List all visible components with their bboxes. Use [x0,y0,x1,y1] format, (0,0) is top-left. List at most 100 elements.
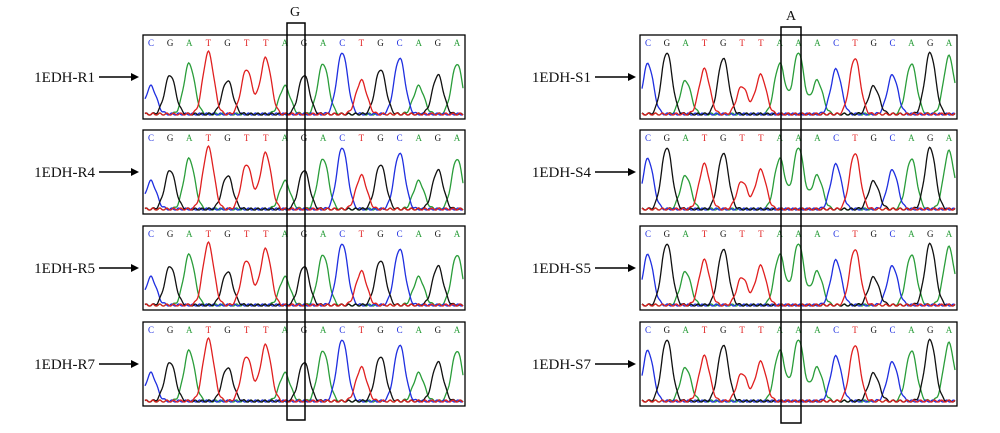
arrow-head-icon [131,168,139,176]
base-call: C [339,133,345,143]
base-call: A [320,325,327,335]
base-call: G [224,325,231,335]
base-call: C [833,38,839,48]
base-call: T [263,133,269,143]
base-call: T [702,229,708,239]
base-call: A [814,229,821,239]
base-call: T [758,229,764,239]
sample-label: 1EDH-S4 [532,165,592,181]
base-call: T [758,38,764,48]
base-call: G [224,133,231,143]
trace-c [641,157,956,211]
base-call: C [890,133,896,143]
chromatogram-frame [142,34,466,120]
group-sensitive: A 1EDH-S1 C G A T G T T A A A C T G C A G A 1EDH-S4 C G A T G T T… [532,9,958,424]
base-call: A [682,133,689,143]
base-call: C [339,325,345,335]
base-call: T [244,325,250,335]
base-call: T [758,325,764,335]
base-call: G [871,229,878,239]
base-call: A [946,38,953,48]
base-call: C [148,325,154,335]
base-call: A [776,133,783,143]
base-call: G [435,133,442,143]
trace-panel: 1EDH-S7 C G A T G T T A A A C T G C A G A [532,321,958,407]
trace-panel: 1EDH-S4 C G A T G T T A A A C T G C A G A [532,129,958,215]
chromatogram-frame [639,34,958,120]
base-call: C [397,133,403,143]
chromatogram-frame [142,321,466,407]
base-call: A [682,229,689,239]
base-call: T [359,38,365,48]
base-call: C [397,325,403,335]
arrow-head-icon [628,264,636,272]
trace-panel: 1EDH-R7C G A T G T T A G A C T G C A G A [34,321,466,407]
trace-t [641,153,956,211]
base-call: G [664,325,671,335]
base-call: C [339,229,345,239]
base-call: C [339,38,345,48]
base-call: G [167,133,174,143]
base-call: G [167,38,174,48]
base-call: A [908,133,915,143]
base-call: A [454,229,461,239]
sample-label: 1EDH-R7 [34,357,95,373]
base-call: C [890,325,896,335]
base-call: G [377,38,384,48]
trace-panel: 1EDH-R5C G A T G T T A G A C T G C A G A [34,225,466,311]
chromatogram-frame [142,129,466,215]
base-call: T [852,229,858,239]
base-call: G [720,133,727,143]
base-call: A [946,325,953,335]
base-call: T [206,38,212,48]
base-call: A [416,229,423,239]
base-call: C [645,229,651,239]
base-call: A [454,133,461,143]
base-call: G [377,325,384,335]
base-call: A [776,229,783,239]
base-call: G [927,325,934,335]
base-call: A [416,38,423,48]
base-call: A [282,325,289,335]
base-call: T [739,133,745,143]
chromatogram-frame [142,225,466,311]
base-call: A [416,133,423,143]
chromatogram-frame [639,321,958,407]
trace-panel: 1EDH-S5 C G A T G T T A A A C T G C A G A [532,225,958,311]
base-call: G [377,133,384,143]
base-call: G [224,38,231,48]
base-call: T [206,229,212,239]
trace-panel: 1EDH-R1C G A T G T T A G A C T G C A G A [34,34,466,120]
highlight-box-sensitive [780,26,802,424]
base-call: T [244,133,250,143]
trace-t [144,50,464,116]
base-call: G [871,38,878,48]
base-call: A [320,133,327,143]
arrow-head-icon [131,360,139,368]
base-call: C [397,38,403,48]
base-call: G [927,133,934,143]
base-call: T [263,38,269,48]
trace-c [641,62,956,116]
trace-panel: 1EDH-S1 C G A T G T T A A A C T G C A G A [532,34,958,120]
base-call: G [167,229,174,239]
base-call: A [682,38,689,48]
base-call: G [927,229,934,239]
trace-t [144,337,464,403]
base-call: T [206,133,212,143]
base-call: T [244,229,250,239]
sample-label: 1EDH-R1 [34,70,95,86]
base-call: G [871,133,878,143]
highlight-label-resistant: G [290,5,300,20]
base-call: T [263,325,269,335]
base-call: T [702,38,708,48]
arrow-head-icon [628,73,636,81]
highlight-label-sensitive: A [786,9,797,24]
sample-label: 1EDH-S1 [532,70,591,86]
base-call: T [359,325,365,335]
trace-a [641,243,956,307]
trace-t [144,241,464,307]
base-call: T [263,229,269,239]
base-call: T [739,229,745,239]
arrow-head-icon [628,360,636,368]
